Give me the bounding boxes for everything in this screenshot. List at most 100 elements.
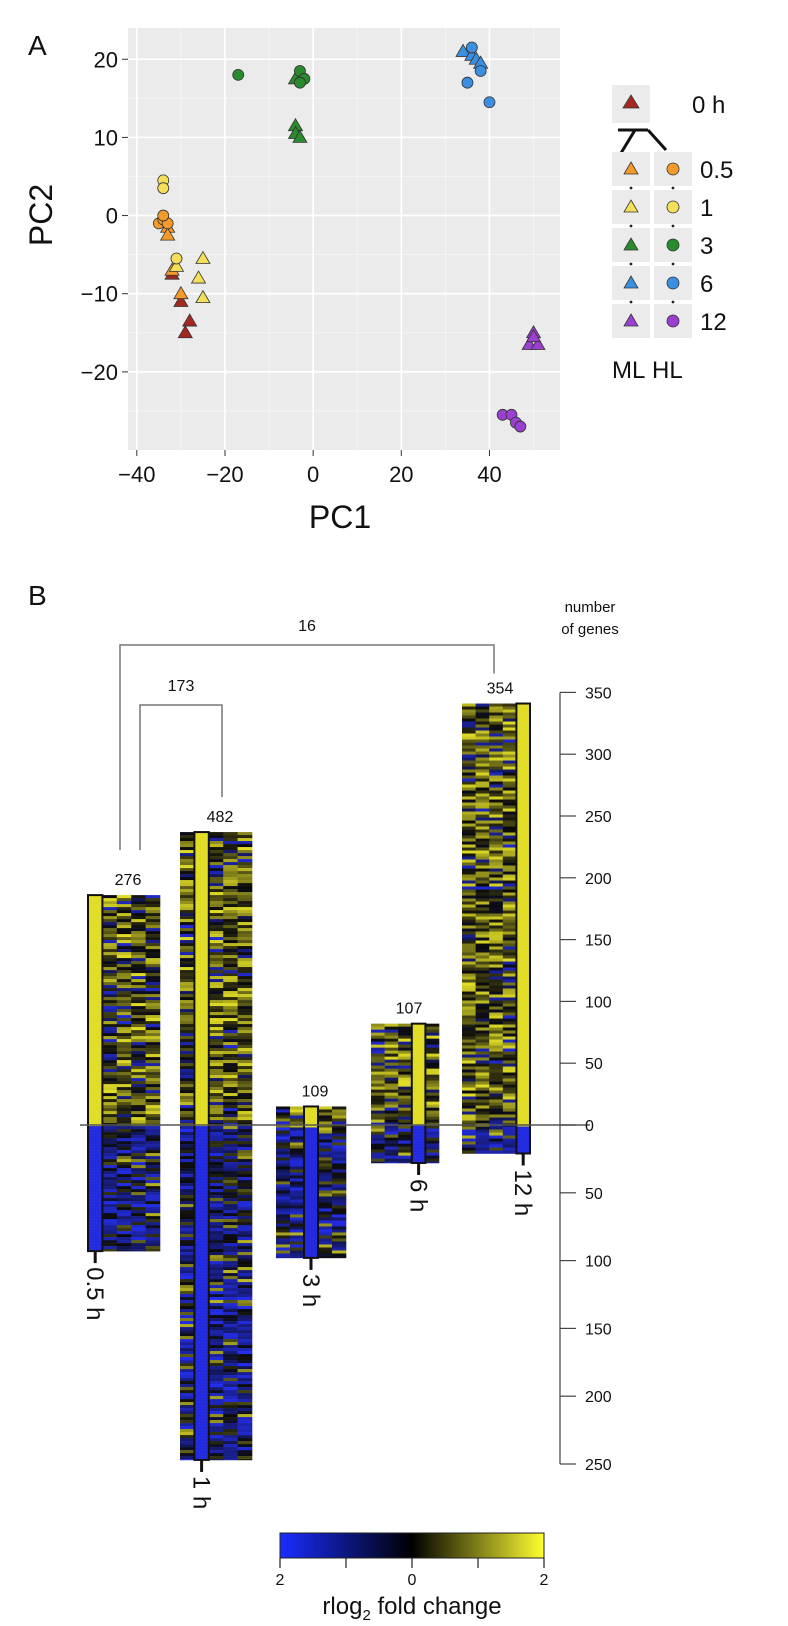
heatmap-cell <box>462 883 476 887</box>
heatmap-cell <box>194 1045 210 1049</box>
heatmap-cell <box>462 886 476 890</box>
heatmap-cell <box>180 1213 195 1217</box>
heatmap-cell <box>462 1090 476 1094</box>
heatmap-cell <box>180 1333 195 1337</box>
heatmap-cell <box>208 1222 224 1226</box>
heatmap-cell <box>194 1312 210 1316</box>
heatmap-cell <box>516 1138 531 1142</box>
heatmap-cell <box>237 1285 253 1289</box>
heatmap-cell <box>208 1210 224 1214</box>
heatmap-cell <box>223 1069 238 1073</box>
heatmap-cell <box>384 1041 399 1045</box>
heatmap-cell <box>102 1222 118 1226</box>
heatmap-cell <box>223 931 238 935</box>
heatmap-cell <box>475 799 490 803</box>
heatmap-cell <box>223 871 238 875</box>
heatmap-cell <box>462 790 476 794</box>
heatmap-cell <box>102 928 118 932</box>
heatmap-cell <box>194 1441 210 1445</box>
heatmap-cell <box>88 1030 103 1034</box>
heatmap-cell <box>223 1105 238 1109</box>
heatmap-cell <box>304 1253 319 1257</box>
heatmap-cell <box>516 730 531 734</box>
heatmap-cell <box>462 1093 476 1097</box>
time-point-label: 1 h <box>188 1476 215 1509</box>
heatmap-cell <box>502 916 517 920</box>
heatmap-cell <box>290 1142 305 1146</box>
heatmap-cell <box>194 1165 210 1169</box>
heatmap-cell <box>88 934 103 938</box>
axis-title-line2: of genes <box>561 621 619 638</box>
heatmap-cell <box>475 901 490 905</box>
heatmap-cell <box>102 1120 118 1124</box>
heatmap-cell <box>462 1129 476 1133</box>
heatmap-cell <box>194 1171 210 1175</box>
heatmap-cell <box>223 1276 238 1280</box>
heatmap-cell <box>384 1098 399 1102</box>
heatmap-cell <box>489 1111 504 1115</box>
heatmap-cell <box>145 1129 161 1133</box>
heatmap-cell <box>131 970 146 974</box>
heatmap-cell <box>475 892 490 896</box>
heatmap-cell <box>489 1063 504 1067</box>
heatmap-cell <box>180 1390 195 1394</box>
heatmap-cell <box>102 964 118 968</box>
heatmap-cell <box>145 970 161 974</box>
heatmap-cell <box>102 1006 118 1010</box>
heatmap-cell <box>194 1339 210 1343</box>
heatmap-cell <box>116 1129 132 1133</box>
heatmap-cell <box>516 829 531 833</box>
heatmap-cell <box>411 1032 426 1036</box>
legend-circle <box>666 314 680 328</box>
heatmap-cell <box>276 1115 291 1119</box>
heatmap-cell <box>332 1253 347 1257</box>
heatmap-cell <box>131 1066 146 1070</box>
heatmap-cell <box>290 1115 305 1119</box>
heatmap-cell <box>88 1162 103 1166</box>
heatmap-cell <box>194 1255 210 1259</box>
heatmap-cell <box>462 1138 476 1142</box>
heatmap-cell <box>425 1125 440 1129</box>
panel-b-label: B <box>28 580 47 611</box>
heatmap-cell <box>208 1306 224 1310</box>
heatmap-cell <box>462 988 476 992</box>
heatmap-cell <box>145 967 161 971</box>
heatmap-cell <box>145 1039 161 1043</box>
heatmap-cell <box>489 796 504 800</box>
heatmap-cell <box>475 922 490 926</box>
heatmap-cell <box>475 1078 490 1082</box>
heatmap-cell <box>304 1136 319 1140</box>
heatmap-cell <box>304 1214 319 1218</box>
heatmap-cell <box>145 1150 161 1154</box>
heatmap-cell <box>102 1048 118 1052</box>
heatmap-cell <box>475 1027 490 1031</box>
heatmap-cell <box>516 844 531 848</box>
heatmap-cell <box>131 1078 146 1082</box>
heatmap-cell <box>208 1120 224 1124</box>
heatmap-cell <box>180 1054 195 1058</box>
heatmap-cell <box>116 1069 132 1073</box>
heatmap-cell <box>180 835 195 839</box>
heatmap-cell <box>180 1396 195 1400</box>
heatmap-cell <box>102 1216 118 1220</box>
heatmap-cell <box>131 1006 146 1010</box>
heatmap-cell <box>489 1078 504 1082</box>
heatmap-cell <box>237 1393 253 1397</box>
heatmap-cell <box>88 949 103 953</box>
heatmap-cell <box>102 1018 118 1022</box>
heatmap-cell <box>223 1237 238 1241</box>
heatmap-cell <box>116 1150 132 1154</box>
heatmap-cell <box>276 1235 291 1239</box>
heatmap-cell <box>489 979 504 983</box>
heatmap-cell <box>462 703 476 707</box>
heatmap-cell <box>223 1414 238 1418</box>
heatmap-cell <box>462 724 476 728</box>
heatmap-cell <box>489 778 504 782</box>
heatmap-cell <box>290 1205 305 1209</box>
heatmap-cell <box>223 1087 238 1091</box>
heatmap-cell <box>102 1237 118 1241</box>
heatmap-cell <box>180 1240 195 1244</box>
heatmap-cell <box>237 1114 253 1118</box>
heatmap-cell <box>462 1039 476 1043</box>
heatmap-cell <box>116 1117 132 1121</box>
